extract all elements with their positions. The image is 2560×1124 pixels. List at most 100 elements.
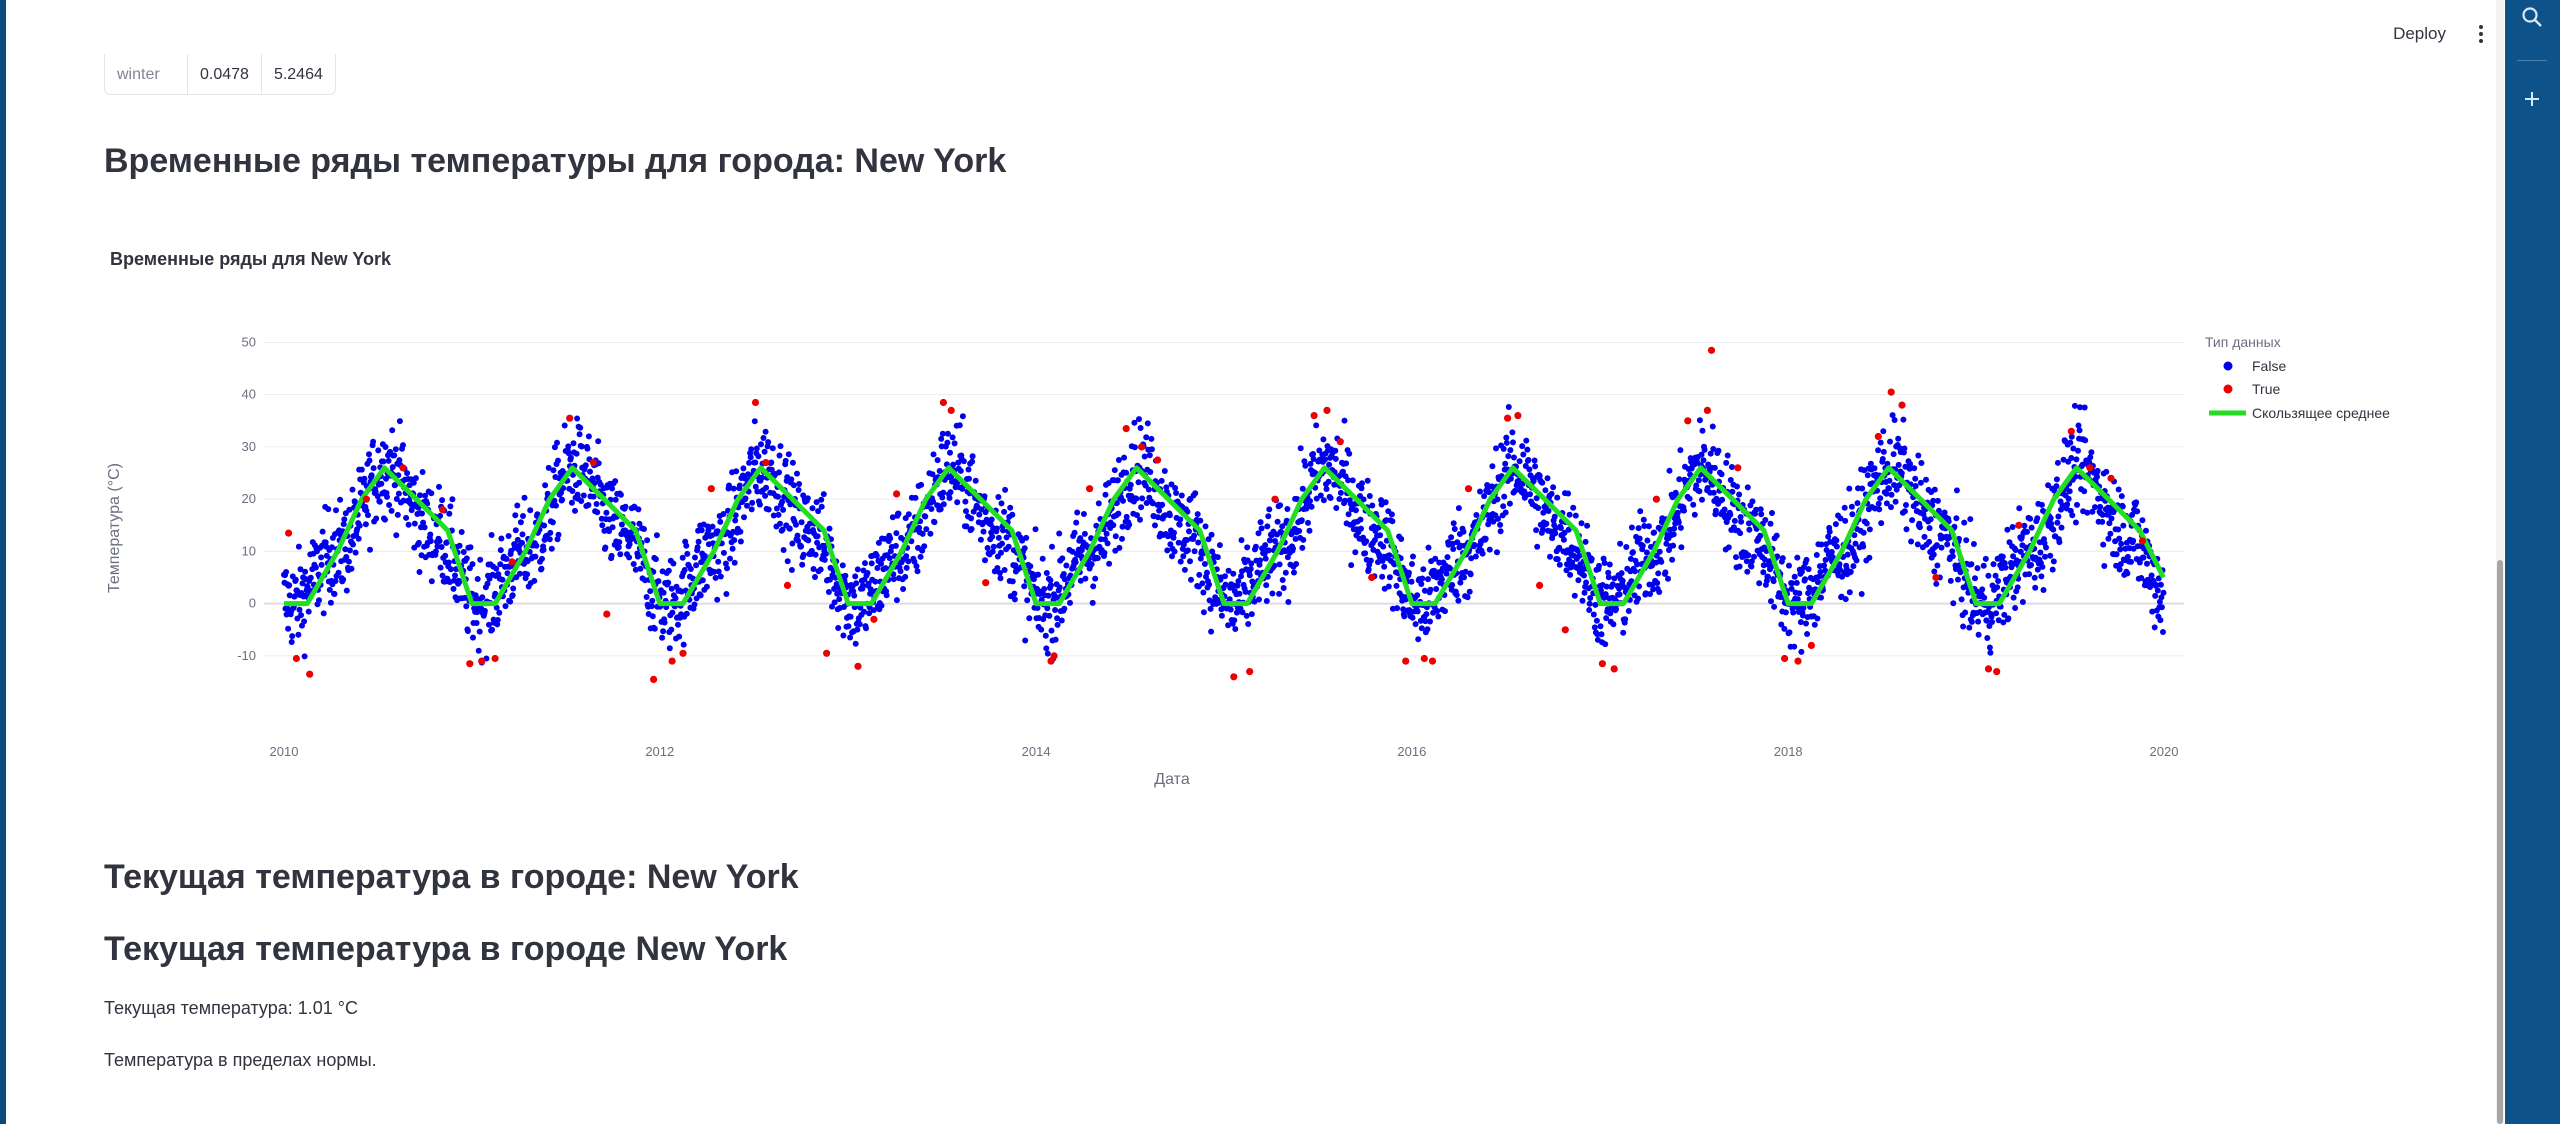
normal-point [2036,539,2043,546]
scrollbar-thumb[interactable] [2497,560,2503,1124]
normal-point [1385,583,1392,590]
normal-point [1254,569,1261,576]
normal-point [1389,518,1396,525]
normal-point [1813,552,1820,558]
normal-point [1822,567,1829,574]
main-menu-icon[interactable] [2474,22,2488,46]
normal-point [1444,554,1451,561]
normal-point [937,506,944,513]
normal-point [698,527,705,534]
normal-point [2108,515,2115,522]
normal-point [1359,480,1365,487]
normal-point [2160,589,2167,596]
normal-point [813,499,820,506]
normal-point [2157,617,2164,624]
normal-point [652,556,659,563]
normal-point [2117,546,2124,553]
normal-point [1415,636,1422,643]
normal-point [2115,486,2122,493]
normal-point [759,474,765,481]
normal-point [1265,513,1272,520]
normal-point [1592,601,1599,608]
legend-ma-label[interactable]: Скользящее среднее [2252,405,2390,421]
normal-point [882,565,889,572]
temperature-chart[interactable]: Временные ряды для New York -10 0 10 20 30 40… [104,232,2404,812]
normal-point [949,434,956,441]
normal-point [1606,561,1613,568]
normal-point [1967,516,1974,523]
normal-point [1293,561,1300,567]
normal-point [615,544,622,551]
anomaly-point [399,464,407,472]
normal-point [1816,573,1823,580]
normal-point [814,533,821,540]
normal-point [2047,552,2054,559]
normal-point [389,464,396,471]
normal-point [1580,566,1586,573]
normal-point [773,505,780,512]
normal-point [900,586,907,592]
normal-point [756,501,763,508]
normal-point [1671,525,1678,532]
normal-point [887,535,894,542]
normal-point [1095,500,1102,507]
normal-point [2045,482,2052,489]
normal-point [998,500,1005,507]
normal-point [373,515,380,522]
normal-point [1817,569,1824,575]
normal-point [825,589,832,595]
normal-point [1419,575,1426,582]
normal-point [1891,482,1898,488]
normal-point [732,517,739,524]
normal-point [768,459,775,466]
search-icon[interactable] [2519,4,2545,30]
normal-point [2004,526,2011,533]
normal-point [595,460,602,467]
normal-point [1826,528,1833,535]
normal-point [731,559,738,566]
legend-true-label[interactable]: True [2252,381,2280,397]
normal-point [1317,492,1324,499]
normal-point [2113,562,2120,569]
normal-point [982,557,988,564]
normal-point [1269,590,1276,597]
normal-point [1134,512,1140,519]
normal-point [796,481,803,487]
normal-point [2001,611,2008,618]
normal-point [1425,544,1432,551]
normal-point [724,565,730,572]
legend-false-label[interactable]: False [2252,358,2286,374]
normal-point [382,516,388,523]
normal-point [1135,479,1142,486]
deploy-button[interactable]: Deploy [2393,24,2446,43]
normal-point [870,607,877,614]
normal-point [493,604,500,611]
page-scrollbar[interactable] [2496,0,2504,1124]
normal-point [2053,476,2060,483]
normal-point [694,544,701,551]
normal-point [878,602,885,609]
normal-point [1918,460,1925,466]
normal-point [905,511,912,518]
normal-point [1591,624,1598,631]
normal-point [1576,552,1583,559]
app-toolbar: Deploy [2383,18,2488,50]
normal-point [1743,558,1750,565]
normal-point [763,484,770,491]
normal-point [737,538,744,545]
normal-point [1634,561,1641,568]
normal-point [2028,562,2035,568]
normal-point [1778,621,1785,628]
normal-point [521,494,528,501]
normal-point [1543,520,1550,527]
normal-point [2089,508,2096,515]
normal-point [1056,584,1063,591]
normal-point [342,546,349,553]
plus-icon[interactable] [2519,86,2545,112]
normal-point [2097,503,2104,510]
normal-point [1049,543,1055,550]
normal-point [2099,511,2106,518]
normal-point [777,443,784,450]
normal-point [1187,558,1193,565]
normal-point [447,503,454,510]
